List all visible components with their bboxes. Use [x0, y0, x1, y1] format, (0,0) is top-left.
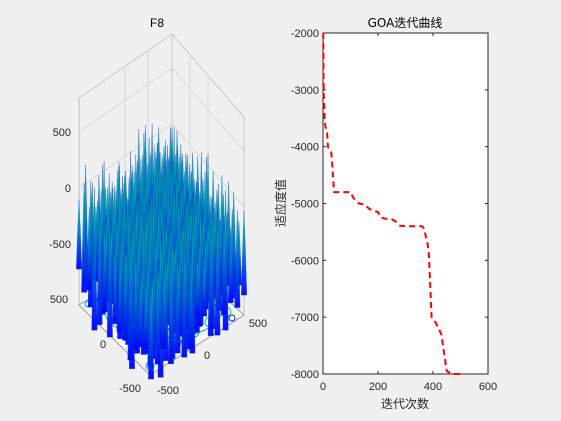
series-line — [322, 32, 461, 375]
surface-y-ticks: 500 0 -500 — [157, 318, 267, 397]
surface-peak — [148, 272, 154, 380]
surface-peak — [142, 278, 149, 350]
x-tick-label: 500 — [50, 294, 68, 306]
y-tick-label: -6000 — [291, 255, 319, 267]
y-axis-ticks: -2000 -3000 -4000 -5000 -6000 -7000 -8000 — [291, 28, 488, 381]
x-tick-label: 0 — [100, 339, 106, 351]
x-tick-label: 200 — [369, 381, 387, 393]
surface-peak — [154, 261, 161, 365]
surface-peak — [101, 220, 108, 313]
surface-peak — [207, 212, 214, 336]
surface-title: F8 — [150, 16, 164, 30]
surface-peak — [221, 215, 227, 315]
surface-peak — [81, 182, 88, 293]
x-tick-label: 600 — [479, 381, 497, 393]
convergence-plot: GOA迭代曲线 -2000 -3000 -4000 -5000 -6000 -7000 -8… — [273, 16, 497, 411]
y-axis-label: 适应度值 — [273, 179, 288, 227]
y-tick-label: -2000 — [291, 28, 319, 40]
surface-peak — [127, 229, 134, 361]
surface-peak — [137, 275, 144, 348]
surface-peak — [174, 247, 181, 354]
surface-peak — [187, 248, 194, 349]
convergence-title: GOA迭代曲线 — [368, 16, 443, 30]
x-axis-ticks: 0 200 400 600 — [320, 33, 497, 393]
surface-peak — [112, 241, 118, 325]
z-tick-label: -500 — [49, 239, 71, 251]
y-tick-label: 0 — [204, 350, 210, 362]
y-tick-label: -8000 — [291, 369, 319, 381]
surface-peak — [168, 245, 174, 365]
surface-peak — [132, 249, 139, 350]
series-lines — [322, 32, 461, 375]
surface-peak — [194, 254, 201, 318]
surface-peak — [234, 210, 241, 308]
x-tick-label: 400 — [424, 381, 442, 393]
surface-peak — [227, 227, 234, 304]
y-tick-label: -3000 — [291, 85, 319, 97]
surface-peak — [76, 199, 82, 270]
surface-x-ticks: 500 0 -500 — [50, 294, 141, 395]
surface-peak — [91, 187, 98, 331]
surface-peak — [181, 233, 188, 358]
surface-peak — [117, 240, 124, 339]
z-tick-label: 0 — [65, 183, 71, 195]
y-tick-label: -4000 — [291, 142, 319, 154]
y-tick-label: -5000 — [291, 199, 319, 211]
surface-plot: F8 — [49, 16, 267, 397]
surface-peak — [106, 208, 113, 338]
surface-peak — [96, 206, 103, 325]
surface-peak — [161, 264, 168, 349]
y-tick-label: 500 — [249, 318, 267, 330]
surface-peak — [201, 254, 208, 317]
surface-peak — [86, 206, 93, 291]
x-tick-label: -500 — [119, 383, 141, 395]
x-axis-label: 迭代次数 — [381, 396, 429, 411]
x-tick-label: 0 — [320, 381, 326, 393]
y-tick-label: -500 — [157, 385, 179, 397]
y-tick-label: -7000 — [291, 312, 319, 324]
surface-peak — [122, 243, 129, 341]
surface-peak — [241, 210, 247, 296]
surface-z-ticks: 500 0 -500 — [49, 127, 71, 251]
surface-peak — [214, 211, 221, 336]
surface-peaks — [76, 123, 247, 380]
z-tick-label: 500 — [53, 127, 71, 139]
plot-area — [322, 32, 489, 375]
